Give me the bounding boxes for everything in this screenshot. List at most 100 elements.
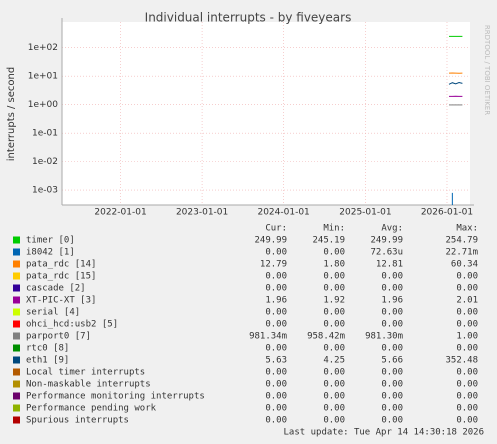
legend-stat: 0.00 [323, 248, 345, 258]
legend-stat: 72.63u [370, 248, 403, 258]
legend-stat: 0.00 [456, 272, 478, 282]
legend-stat: 0.00 [323, 284, 345, 294]
legend-stat: 981.34m [249, 332, 287, 342]
legend-stat: 0.00 [381, 404, 403, 414]
legend-stat: 0.00 [265, 392, 287, 402]
legend-stat: 1.80 [323, 260, 345, 270]
legend-stat: 0.00 [456, 368, 478, 378]
legend-stat: 254.79 [445, 236, 478, 246]
legend-stat: 0.00 [323, 308, 345, 318]
y-tick-label: 1e-02 [32, 157, 58, 167]
legend-stat: 0.00 [265, 416, 287, 426]
y-tick-label: 1e-01 [32, 129, 58, 139]
legend-stat: 2.01 [456, 296, 478, 306]
legend-stat: 0.00 [381, 344, 403, 354]
legend-stat: 0.00 [381, 380, 403, 390]
legend-swatch [13, 308, 20, 316]
legend-label: Performance pending work [26, 404, 157, 414]
legend-stat: 0.00 [323, 320, 345, 330]
legend-swatch [13, 260, 20, 268]
legend-label: Local timer interrupts [26, 368, 145, 378]
legend-header: Avg: [381, 224, 403, 234]
legend-label: parport0 [7] [26, 332, 91, 342]
legend-stat: 0.00 [381, 392, 403, 402]
legend-swatch [13, 296, 20, 304]
legend-stat: 0.00 [323, 344, 345, 354]
chart-title: Individual interrupts - by fiveyears [145, 11, 352, 25]
legend-stat: 12.79 [260, 260, 287, 270]
legend-stat: 0.00 [265, 284, 287, 294]
legend-label: i8042 [1] [26, 248, 75, 258]
legend-label: serial [4] [26, 308, 80, 318]
legend-stat: 0.00 [265, 248, 287, 258]
legend-stat: 22.71m [445, 248, 478, 258]
legend-stat: 4.25 [323, 356, 345, 366]
legend-label: Non-maskable interrupts [26, 380, 151, 390]
legend-stat: 0.00 [456, 308, 478, 318]
legend-label: XT-PIC-XT [3] [26, 296, 96, 306]
legend-stat: 0.00 [381, 368, 403, 378]
legend-stat: 981.30m [365, 332, 403, 342]
plot-area [62, 22, 470, 205]
legend-stat: 60.34 [451, 260, 478, 270]
legend-label: timer [0] [26, 236, 75, 246]
legend-stat: 0.00 [323, 404, 345, 414]
series-line [448, 81, 463, 85]
legend-header: Cur: [265, 224, 287, 234]
legend-header: Min: [323, 224, 345, 234]
legend-swatch [13, 368, 20, 376]
x-tick-label: 2022-01-01 [94, 208, 146, 218]
legend-stat: 0.00 [323, 380, 345, 390]
legend-stat: 0.00 [265, 380, 287, 390]
legend-label: pata_rdc [14] [26, 260, 96, 270]
legend-stat: 0.00 [456, 404, 478, 414]
legend-stat: 0.00 [381, 272, 403, 282]
legend-swatch [13, 248, 20, 256]
legend-stat: 0.00 [456, 392, 478, 402]
legend-stat: 245.19 [312, 236, 345, 246]
legend-label: cascade [2] [26, 284, 86, 294]
legend-stat: 0.00 [265, 344, 287, 354]
legend-stat: 0.00 [323, 416, 345, 426]
legend-swatch [13, 404, 20, 412]
legend-header: Max: [456, 224, 478, 234]
legend-stat: 0.00 [265, 308, 287, 318]
legend-stat: 0.00 [265, 368, 287, 378]
legend-stat: 352.48 [445, 356, 478, 366]
legend-stat: 1.96 [265, 296, 287, 306]
legend-stat: 1.96 [381, 296, 403, 306]
legend-stat: 0.00 [456, 320, 478, 330]
legend-swatch [13, 320, 20, 328]
legend-swatch [13, 380, 20, 388]
y-tick-label: 1e+02 [28, 43, 58, 53]
legend-stat: 1.00 [456, 332, 478, 342]
y-tick-label: 1e+01 [28, 72, 58, 82]
legend-swatch [13, 284, 20, 292]
y-axis-label: interrupts / second [6, 67, 17, 161]
legend-label: eth1 [9] [26, 356, 69, 366]
legend-label: Performance monitoring interrupts [26, 392, 205, 402]
legend-stat: 5.66 [381, 356, 403, 366]
legend-label: pata_rdc [15] [26, 272, 96, 282]
legend-swatch [13, 272, 20, 280]
legend-stat: 0.00 [323, 272, 345, 282]
legend-stat: 249.99 [254, 236, 287, 246]
legend-stat: 0.00 [381, 416, 403, 426]
legend-stat: 0.00 [323, 368, 345, 378]
legend-stat: 249.99 [370, 236, 403, 246]
legend-swatch [13, 344, 20, 352]
legend-stat: 0.00 [381, 284, 403, 294]
legend-label: ohci_hcd:usb2 [5] [26, 320, 118, 330]
legend-stat: 0.00 [265, 272, 287, 282]
legend-stat: 958.42m [307, 332, 345, 342]
legend-stat: 5.63 [265, 356, 287, 366]
legend-label: Spurious interrupts [26, 416, 129, 426]
legend-stat: 0.00 [456, 380, 478, 390]
legend-stat: 0.00 [456, 284, 478, 294]
legend-stat: 1.92 [323, 296, 345, 306]
legend-stat: 0.00 [265, 404, 287, 414]
legend-swatch [13, 392, 20, 400]
legend-swatch [13, 356, 20, 364]
x-tick-label: 2025-01-01 [339, 208, 391, 218]
footer: Last update: Tue Apr 14 14:30:18 2026 [284, 428, 484, 438]
